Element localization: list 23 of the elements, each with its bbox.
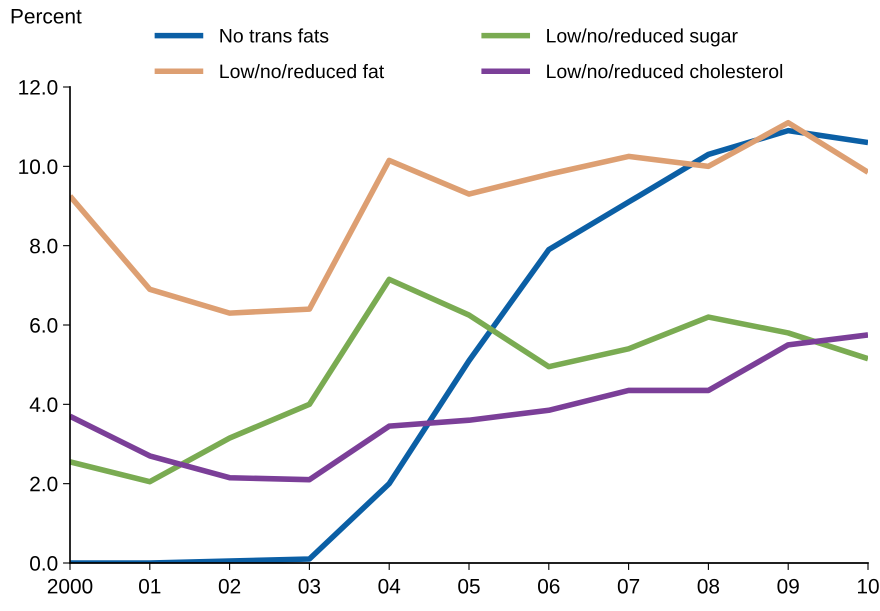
y-tick-label: 0.0 [30, 556, 58, 571]
y-tick-label: 2.0 [30, 476, 58, 492]
y-tick-label: 4.0 [30, 397, 58, 412]
x-tick-label: 08 [698, 578, 720, 594]
legend-label: Low/no/reduced fat [220, 64, 384, 78]
legend-label: Low/no/reduced sugar [547, 28, 738, 46]
x-tick-label: 04 [378, 578, 400, 594]
x-tick-label: 01 [139, 578, 160, 594]
y-tick-label: 8.0 [30, 238, 58, 254]
y-tick-label: 10.0 [19, 159, 58, 174]
x-tick-label: 06 [538, 578, 560, 594]
x-tick-label: 03 [298, 578, 320, 594]
x-tick-label: 07 [618, 578, 640, 594]
y-axis-title: Percent [12, 9, 82, 24]
legend-label: Low/no/reduced cholesterol [547, 64, 782, 78]
x-tick-label: 10 [858, 578, 879, 594]
y-tick-label: 12.0 [19, 80, 58, 95]
x-tick-label: 02 [218, 578, 240, 594]
legend-label: No trans fats [220, 28, 328, 43]
x-tick-label: 05 [458, 578, 480, 594]
y-tick-label: 6.0 [30, 318, 58, 333]
x-tick-label: 09 [777, 578, 799, 594]
x-tick-label: 2000 [48, 578, 92, 594]
